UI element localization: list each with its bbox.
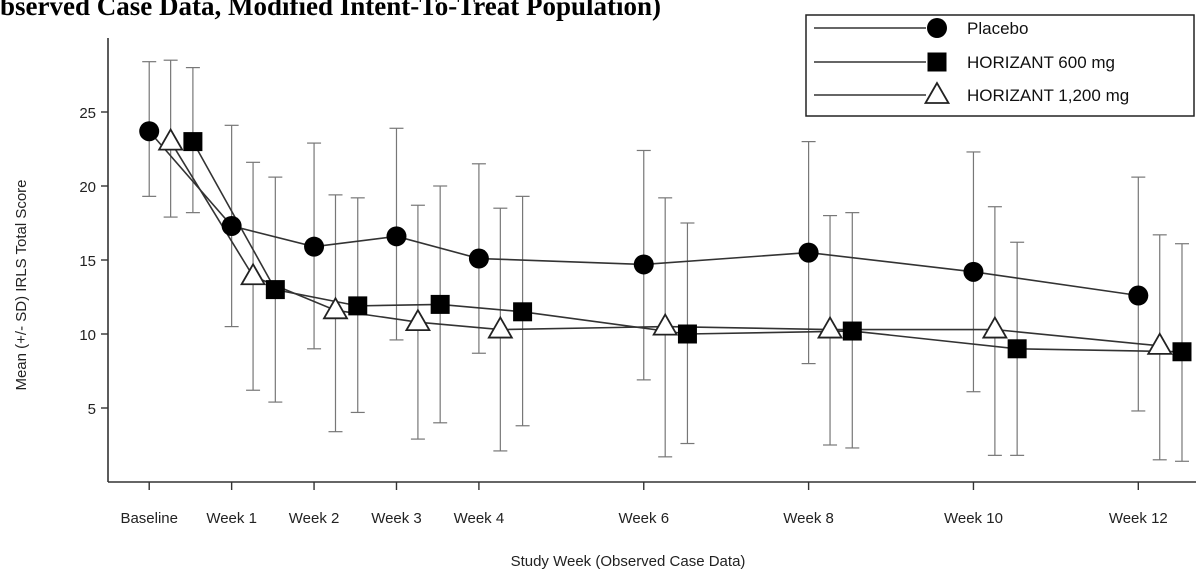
data-point-circle xyxy=(633,254,654,275)
x-tick-label: Week 6 xyxy=(618,510,669,527)
y-tick-label: 15 xyxy=(79,253,96,270)
x-axis-title: Study Week (Observed Case Data) xyxy=(511,553,746,570)
x-tick-label: Week 2 xyxy=(289,510,340,527)
y-ticks: 5 10 15 20 25 xyxy=(79,105,108,418)
data-point-square xyxy=(183,132,203,152)
cut-off-figure-heading: bserved Case Data, Modified Intent-To-Tr… xyxy=(0,0,661,21)
data-point-circle xyxy=(468,248,489,269)
data-point-circle xyxy=(963,261,984,282)
legend-label: Placebo xyxy=(967,19,1028,38)
x-tick-label: Week 10 xyxy=(944,510,1003,527)
data-point-square xyxy=(677,324,697,344)
y-tick-label: 5 xyxy=(88,401,96,418)
data-point-square xyxy=(842,321,862,341)
x-tick-label: Week 8 xyxy=(783,510,834,527)
x-tick-label: Week 1 xyxy=(206,510,257,527)
legend-label: HORIZANT 1,200 mg xyxy=(967,86,1129,105)
data-point-triangle xyxy=(1146,332,1173,355)
legend-marker-triangle xyxy=(923,81,951,104)
data-point-circle xyxy=(1128,285,1149,306)
data-point-triangle xyxy=(981,315,1008,339)
y-axis-title: Mean (+/- SD) IRLS Total Score xyxy=(13,179,30,390)
data-point-triangle xyxy=(487,315,514,339)
data-point-triangle xyxy=(322,296,349,320)
data-point-square xyxy=(430,294,450,314)
error-bars xyxy=(142,59,1189,462)
legend-box xyxy=(805,14,1195,117)
data-point-square xyxy=(265,280,285,300)
data-point-square xyxy=(1172,342,1192,362)
data-point-triangle xyxy=(816,315,844,339)
y-tick-label: 10 xyxy=(79,327,96,344)
data-point-circle xyxy=(304,236,325,257)
data-point-square xyxy=(513,302,533,322)
data-point-triangle xyxy=(240,262,267,286)
data-point-circle xyxy=(221,215,242,236)
data-point-square xyxy=(348,296,368,316)
legend-label: HORIZANT 600 mg xyxy=(967,53,1115,72)
legend: Placebo HORIZANT 600 mg HORIZANT 1,200 mg xyxy=(805,14,1195,117)
data-point-triangle xyxy=(404,308,431,332)
y-tick-label: 20 xyxy=(79,179,96,196)
data-point-square xyxy=(1007,339,1027,359)
legend-marker-square xyxy=(927,52,947,72)
x-tick-label: Baseline xyxy=(120,510,178,527)
series-markers xyxy=(139,121,1192,362)
y-tick-label: 25 xyxy=(79,105,96,122)
data-point-circle xyxy=(139,121,160,142)
data-point-triangle xyxy=(157,127,184,151)
x-tick-label: Week 3 xyxy=(371,510,422,527)
x-ticks: Baseline Week 1 Week 2 Week 3 Week 4 Week 6 We… xyxy=(120,482,1168,527)
data-point-circle xyxy=(798,242,819,263)
x-tick-label: Week 12 xyxy=(1109,510,1168,527)
x-tick-label: Week 4 xyxy=(454,510,505,527)
data-point-triangle xyxy=(652,312,679,336)
data-point-circle xyxy=(386,226,407,247)
legend-marker-circle xyxy=(927,18,947,38)
